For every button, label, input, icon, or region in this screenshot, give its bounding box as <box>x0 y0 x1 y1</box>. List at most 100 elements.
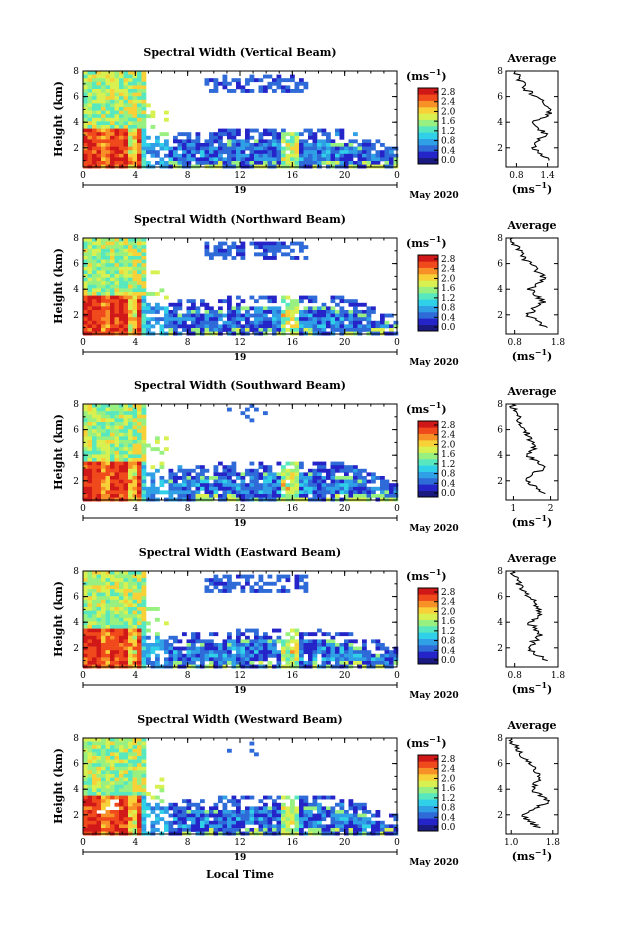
colorbar-tick-label: 1.6 <box>441 284 456 294</box>
avg-y-tick-label: 2 <box>497 144 503 154</box>
x-tick-label: 4 <box>132 838 138 848</box>
avg-y-tick-label: 2 <box>497 477 503 487</box>
y-tick-label: 6 <box>73 260 79 270</box>
x-tick-label: 16 <box>287 838 299 848</box>
panel-1: Spectral Width (Vertical Beam)0 4 8 12 16 20 0… <box>52 46 559 201</box>
colorbar-segment <box>418 812 438 819</box>
x-tick-label: 0 <box>394 504 400 514</box>
colorbar-tick-label: 2.8 <box>441 88 456 98</box>
colorbar-segment <box>418 274 438 281</box>
avg-y-tick-label: 8 <box>497 734 503 744</box>
colorbar-segment <box>418 767 438 775</box>
x-tick-label: 12 <box>234 338 245 348</box>
colorbar-segment <box>418 632 438 639</box>
colorbar-segment <box>418 465 438 472</box>
colorbar-segment <box>418 755 438 762</box>
y-tick-label: 2 <box>73 477 79 487</box>
x-tick-label: 20 <box>339 504 351 514</box>
colorbar-frame <box>417 254 439 332</box>
avg-x-tick-label: 1.8 <box>551 671 566 681</box>
heatmap-cells <box>83 71 399 169</box>
avg-y-tick-label: 6 <box>497 93 503 103</box>
x-tick-label: 0 <box>394 671 400 681</box>
x-tick-label: 0 <box>394 338 400 348</box>
colorbar-segment <box>418 107 438 114</box>
y-ticks: 2 4 6 8 <box>73 734 397 829</box>
colorbar-tick-label: 0.8 <box>441 637 456 647</box>
avg-y-tick-label: 4 <box>497 285 503 295</box>
day-label: 19 <box>234 186 247 196</box>
colorbar-segment <box>418 293 438 300</box>
avg-x-tick-label: 1.8 <box>546 838 561 848</box>
y-axis-label: Height (km) <box>52 414 65 490</box>
colorbar-tick-label: 0.8 <box>441 804 456 814</box>
x-tick-label: 0 <box>80 671 86 681</box>
colorbar-segment <box>418 824 438 832</box>
y-ticks: 2 4 6 8 <box>73 234 397 329</box>
average-profile: Average 2 4 6 8 0.8 1.8(ms−1) <box>497 219 565 363</box>
colorbar-tick-label: 0.8 <box>441 470 456 480</box>
colorbar-segment <box>418 255 438 262</box>
y-tick-label: 8 <box>73 567 79 577</box>
colorbar-segment <box>418 484 438 491</box>
colorbar-tick-label: 0.0 <box>441 323 456 333</box>
colorbar-segment <box>418 594 438 601</box>
avg-x-unit: (ms−1) <box>512 680 553 696</box>
panel-title: Spectral Width (Southward Beam) <box>134 379 346 392</box>
y-tick-label: 2 <box>73 644 79 654</box>
colorbar-segment <box>418 94 438 101</box>
avg-y-tick-label: 6 <box>497 593 503 603</box>
colorbar-tick-label: 2.4 <box>441 765 456 775</box>
date-label: May 2020 <box>409 691 458 701</box>
colorbar: 2.82.42.01.61.20.80.40.0 (ms−1) <box>406 67 456 166</box>
avg-x-tick-label: 1.4 <box>540 171 555 181</box>
colorbar-tick-label: 1.6 <box>441 617 456 627</box>
y-tick-label: 4 <box>73 118 79 128</box>
x-ticks: 0 4 8 12 16 20 0 <box>80 571 400 681</box>
colorbar-segment <box>418 626 438 633</box>
colorbar: 2.82.42.01.61.20.80.40.0 (ms−1) <box>406 734 456 833</box>
colorbar-segment <box>418 421 438 428</box>
x-tick-label: 20 <box>339 671 351 681</box>
colorbar-unit: (ms−1) <box>406 567 447 583</box>
colorbar-segment <box>418 427 438 434</box>
colorbar-segment <box>418 780 438 787</box>
y-tick-label: 2 <box>73 811 79 821</box>
colorbar-tick-label: 2.4 <box>441 431 456 441</box>
colorbar-segment <box>418 138 438 146</box>
colorbar-unit: (ms−1) <box>406 234 447 250</box>
colorbar-tick-label: 2.0 <box>441 440 456 450</box>
avg-y-tick-label: 8 <box>497 400 503 410</box>
colorbar-tick-label: 2.4 <box>441 98 456 108</box>
colorbar-unit: (ms−1) <box>406 400 447 416</box>
y-tick-label: 8 <box>73 734 79 744</box>
y-tick-label: 4 <box>73 285 79 295</box>
avg-y-tick-label: 6 <box>497 426 503 436</box>
colorbar-segment <box>418 786 438 794</box>
average-title: Average <box>506 219 556 232</box>
y-tick-label: 4 <box>73 451 79 461</box>
y-tick-label: 2 <box>73 144 79 154</box>
colorbar-segment <box>418 619 438 627</box>
avg-y-tick-label: 6 <box>497 260 503 270</box>
y-ticks: 2 4 6 8 <box>73 67 397 162</box>
x-tick-label: 8 <box>185 171 191 181</box>
average-line <box>508 737 551 829</box>
date-label: May 2020 <box>409 524 458 534</box>
date-label: May 2020 <box>409 858 458 868</box>
day-label: 19 <box>234 353 247 363</box>
avg-x-tick-label: 2 <box>548 504 554 514</box>
average-frame <box>505 737 559 835</box>
colorbar-tick-label: 0.0 <box>441 823 456 833</box>
heatmap-cells <box>83 738 399 836</box>
panel-title: Spectral Width (Vertical Beam) <box>143 46 336 59</box>
y-tick-label: 8 <box>73 234 79 244</box>
y-ticks: 2 4 6 8 <box>73 567 397 662</box>
heatmap-cells <box>83 404 399 502</box>
colorbar-segment <box>418 119 438 127</box>
average-line <box>509 570 548 662</box>
colorbar-segment <box>418 132 438 139</box>
colorbar-tick-label: 1.2 <box>441 294 455 304</box>
colorbar-tick-label: 1.2 <box>441 460 455 470</box>
